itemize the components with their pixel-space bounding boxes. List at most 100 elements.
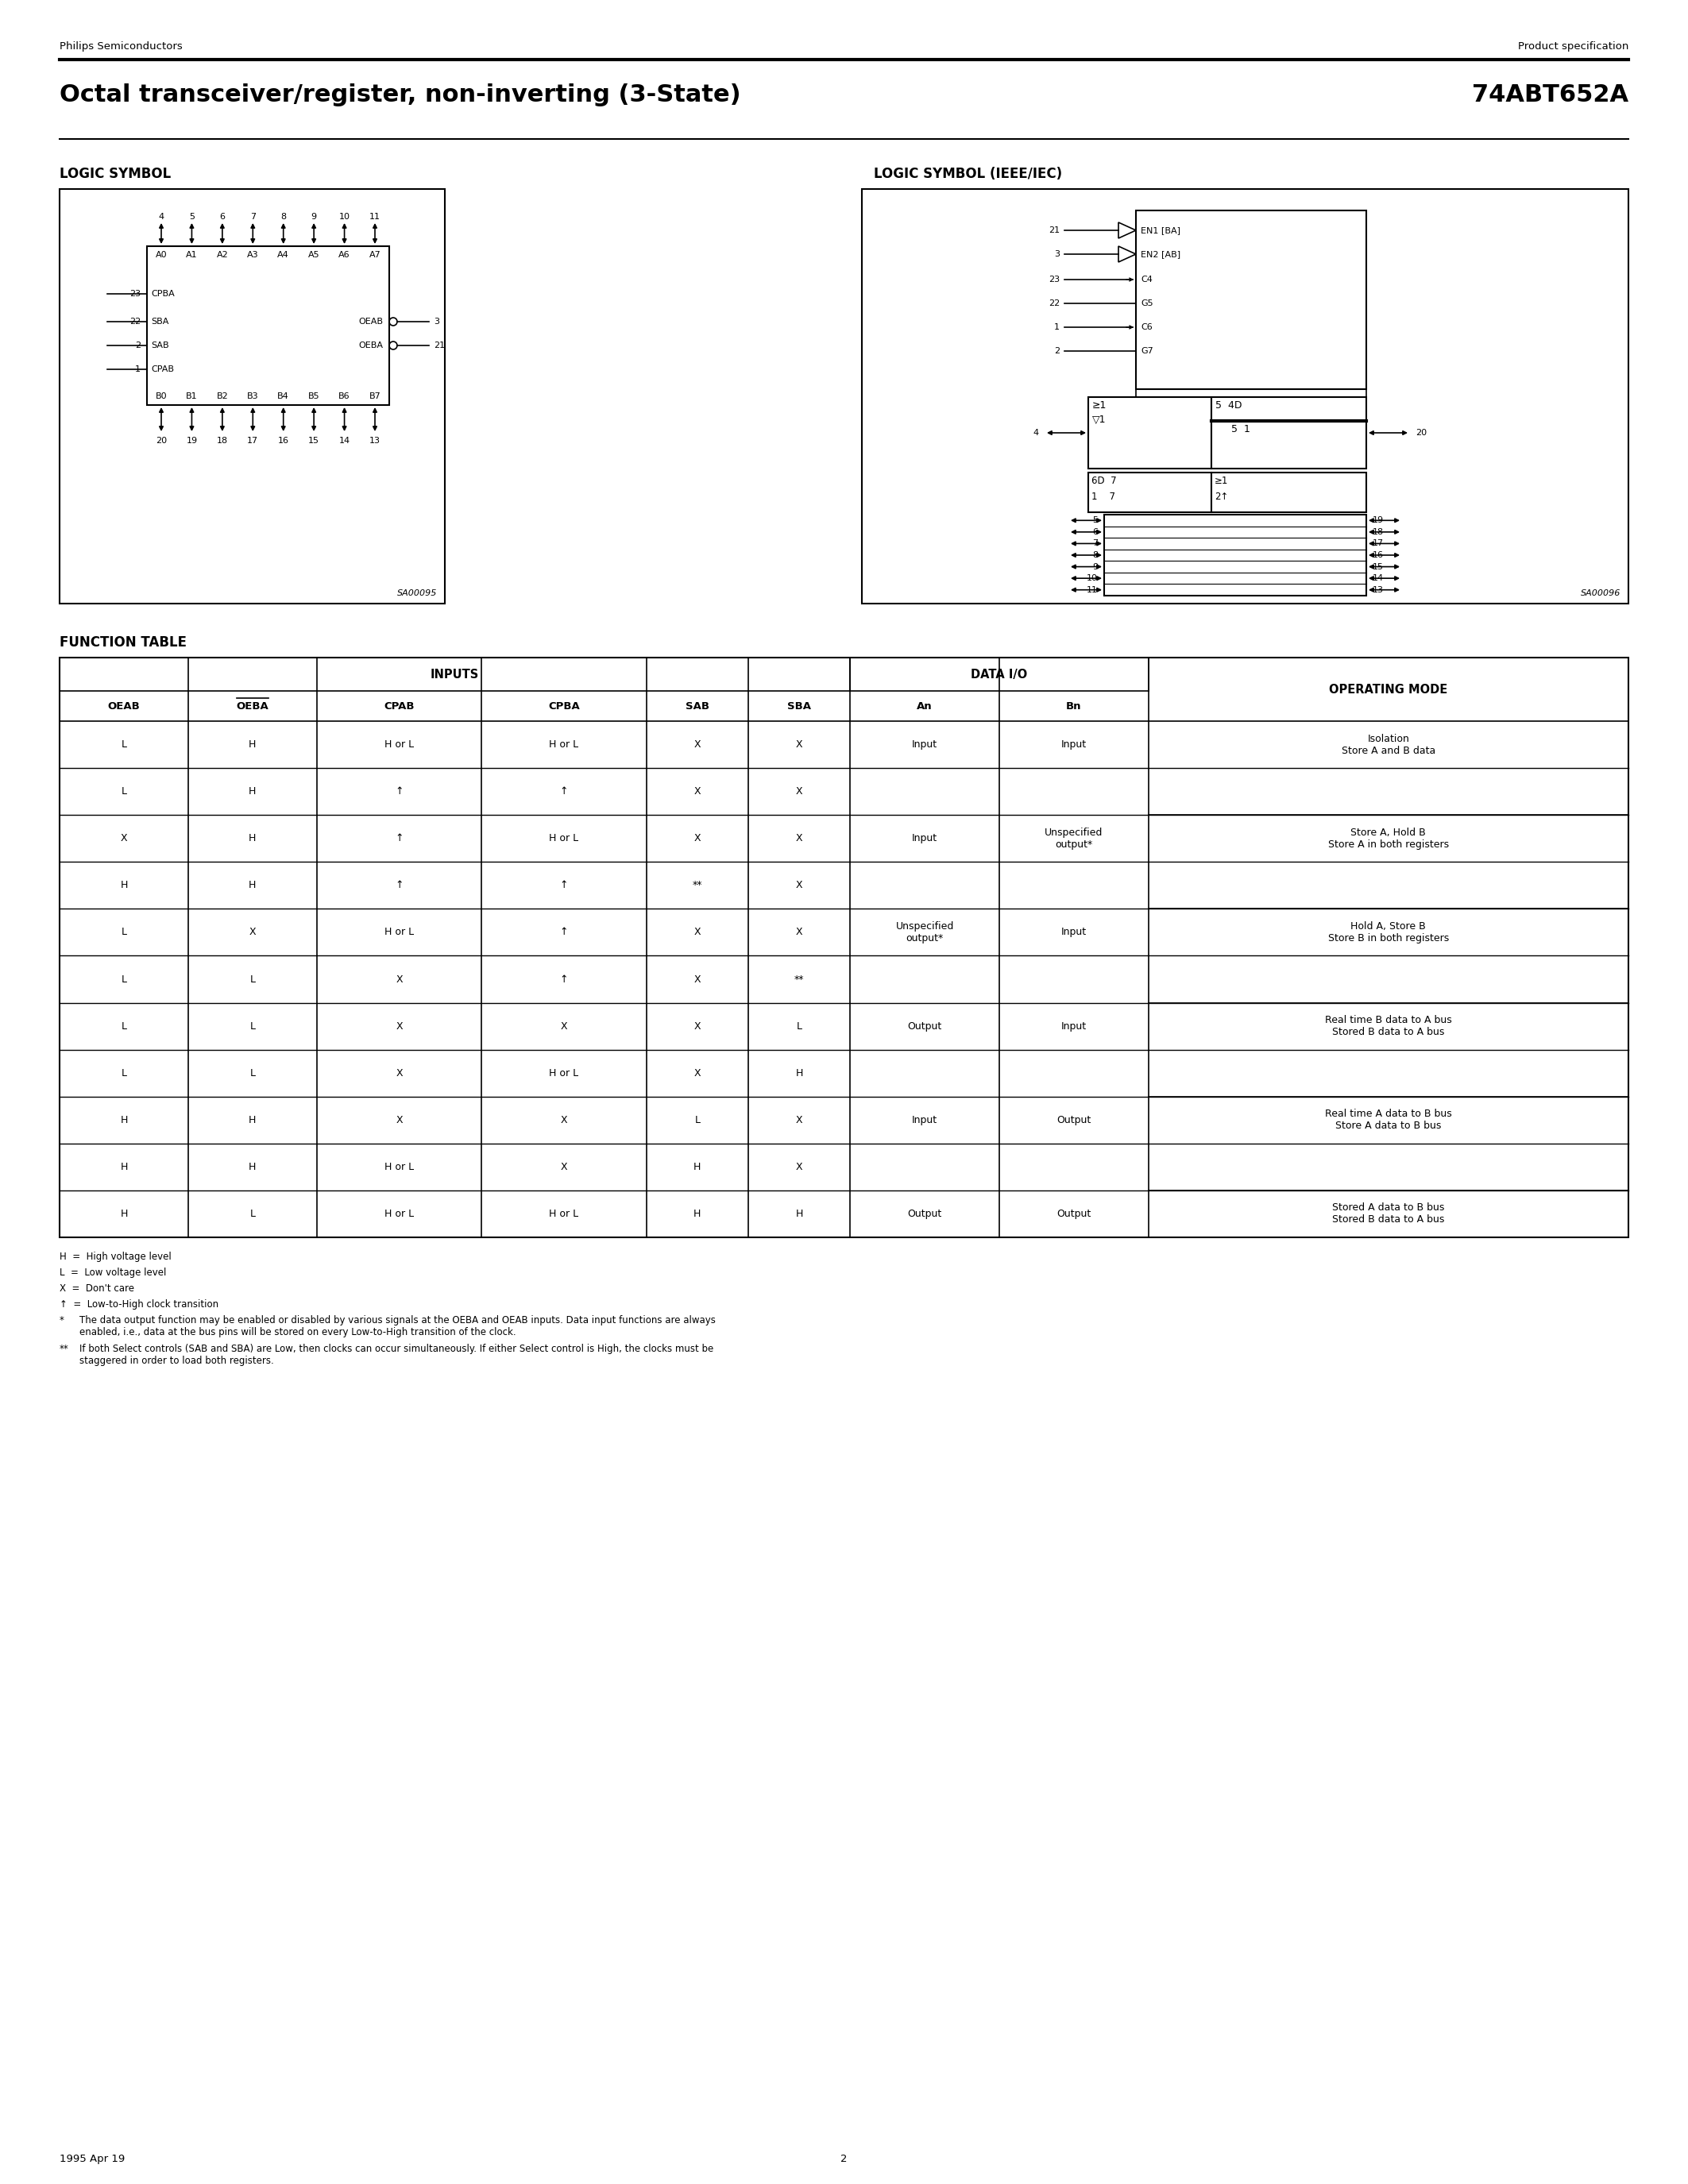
Text: H or L: H or L <box>549 834 579 843</box>
Text: L: L <box>250 1068 255 1079</box>
Text: L: L <box>122 786 127 797</box>
Text: 74ABT652A: 74ABT652A <box>1472 83 1629 107</box>
Text: 9: 9 <box>311 212 317 221</box>
Text: 19: 19 <box>1372 515 1384 524</box>
Text: SA00096: SA00096 <box>1580 590 1620 596</box>
Text: CPBA: CPBA <box>150 290 174 297</box>
Text: A1: A1 <box>186 251 197 260</box>
Text: Octal transceiver/register, non-inverting (3-State): Octal transceiver/register, non-invertin… <box>59 83 741 107</box>
Text: H: H <box>248 740 257 749</box>
Text: G7: G7 <box>1141 347 1153 356</box>
Text: X: X <box>120 834 127 843</box>
Text: C4: C4 <box>1141 275 1153 284</box>
Text: H or L: H or L <box>385 1162 414 1173</box>
Bar <box>1212 397 1366 470</box>
Text: SA00095: SA00095 <box>397 590 437 596</box>
Text: X: X <box>250 928 257 937</box>
Text: ↑: ↑ <box>560 880 569 891</box>
Text: L  =  Low voltage level: L = Low voltage level <box>59 1267 167 1278</box>
Text: FUNCTION TABLE: FUNCTION TABLE <box>59 636 187 649</box>
Text: 1: 1 <box>135 365 140 373</box>
Text: 5  4D: 5 4D <box>1215 400 1242 411</box>
Text: X: X <box>795 880 803 891</box>
Text: Hold A, Store B
Store B in both registers: Hold A, Store B Store B in both register… <box>1328 922 1448 943</box>
Text: H: H <box>120 880 128 891</box>
Text: H: H <box>248 880 257 891</box>
Text: 1995 Apr 19: 1995 Apr 19 <box>59 2153 125 2164</box>
Text: ↑  =  Low-to-High clock transition: ↑ = Low-to-High clock transition <box>59 1299 218 1310</box>
Text: Output: Output <box>1057 1208 1090 1219</box>
Bar <box>1104 515 1366 596</box>
Text: 23: 23 <box>130 290 140 297</box>
Text: **: ** <box>59 1343 69 1354</box>
Text: An: An <box>917 701 932 712</box>
Text: L: L <box>122 1020 127 1031</box>
Text: X: X <box>795 1162 803 1173</box>
Text: X  =  Don't care: X = Don't care <box>59 1284 135 1293</box>
Text: B7: B7 <box>370 393 381 400</box>
Text: CPBA: CPBA <box>549 701 579 712</box>
Text: L: L <box>122 1068 127 1079</box>
Text: ↑: ↑ <box>560 974 569 985</box>
Text: OEBA: OEBA <box>236 701 268 712</box>
Text: Input: Input <box>1062 740 1087 749</box>
Text: L: L <box>122 974 127 985</box>
Text: 9: 9 <box>1092 563 1097 570</box>
Text: Store A, Hold B
Store A in both registers: Store A, Hold B Store A in both register… <box>1328 828 1448 850</box>
Text: 19: 19 <box>186 437 197 446</box>
Text: OPERATING MODE: OPERATING MODE <box>1328 684 1448 695</box>
Text: 18: 18 <box>1372 529 1384 535</box>
Text: 6: 6 <box>219 212 225 221</box>
Text: X: X <box>395 1114 403 1125</box>
Text: **: ** <box>795 974 803 985</box>
Text: L: L <box>250 974 255 985</box>
Text: 13: 13 <box>1372 585 1384 594</box>
Text: 17: 17 <box>1372 539 1384 548</box>
Bar <box>1089 472 1212 513</box>
Text: EN1 [BA]: EN1 [BA] <box>1141 227 1180 234</box>
Text: B0: B0 <box>155 393 167 400</box>
Text: H or L: H or L <box>385 928 414 937</box>
Text: ↑: ↑ <box>560 928 569 937</box>
Bar <box>147 247 390 404</box>
Text: Unspecified
output*: Unspecified output* <box>896 922 954 943</box>
Text: 1: 1 <box>1053 323 1060 332</box>
Text: X: X <box>694 1068 701 1079</box>
Text: **: ** <box>692 880 702 891</box>
Text: X: X <box>795 834 803 843</box>
Text: H: H <box>120 1114 128 1125</box>
Text: Input: Input <box>912 740 937 749</box>
Bar <box>1136 210 1366 389</box>
Text: X: X <box>795 928 803 937</box>
Text: X: X <box>395 1068 403 1079</box>
Text: OEAB: OEAB <box>108 701 140 712</box>
Text: OEBA: OEBA <box>358 341 383 349</box>
Text: 7: 7 <box>250 212 255 221</box>
Text: EN2 [AB]: EN2 [AB] <box>1141 251 1180 258</box>
Text: B2: B2 <box>216 393 228 400</box>
Text: 2: 2 <box>1053 347 1060 356</box>
Text: X: X <box>694 1020 701 1031</box>
Text: CPAB: CPAB <box>383 701 415 712</box>
Text: SAB: SAB <box>685 701 709 712</box>
Text: 2: 2 <box>135 341 140 349</box>
Text: LOGIC SYMBOL (IEEE/IEC): LOGIC SYMBOL (IEEE/IEC) <box>874 166 1062 181</box>
Text: 11: 11 <box>370 212 380 221</box>
Text: H: H <box>120 1208 128 1219</box>
Text: 20: 20 <box>1416 428 1426 437</box>
Text: Output: Output <box>908 1020 942 1031</box>
Text: H: H <box>248 786 257 797</box>
Text: Stored A data to B bus
Stored B data to A bus: Stored A data to B bus Stored B data to … <box>1332 1203 1445 1225</box>
Text: B5: B5 <box>309 393 319 400</box>
Text: Unspecified
output*: Unspecified output* <box>1045 828 1102 850</box>
Text: 1    7: 1 7 <box>1092 491 1116 502</box>
Text: DATA I/O: DATA I/O <box>971 668 1028 679</box>
Text: 14: 14 <box>339 437 349 446</box>
Text: X: X <box>694 928 701 937</box>
Text: INPUTS: INPUTS <box>430 668 479 679</box>
Text: 16: 16 <box>279 437 289 446</box>
Text: L: L <box>122 740 127 749</box>
Text: 21: 21 <box>434 341 446 349</box>
Text: 15: 15 <box>309 437 319 446</box>
Text: SAB: SAB <box>150 341 169 349</box>
